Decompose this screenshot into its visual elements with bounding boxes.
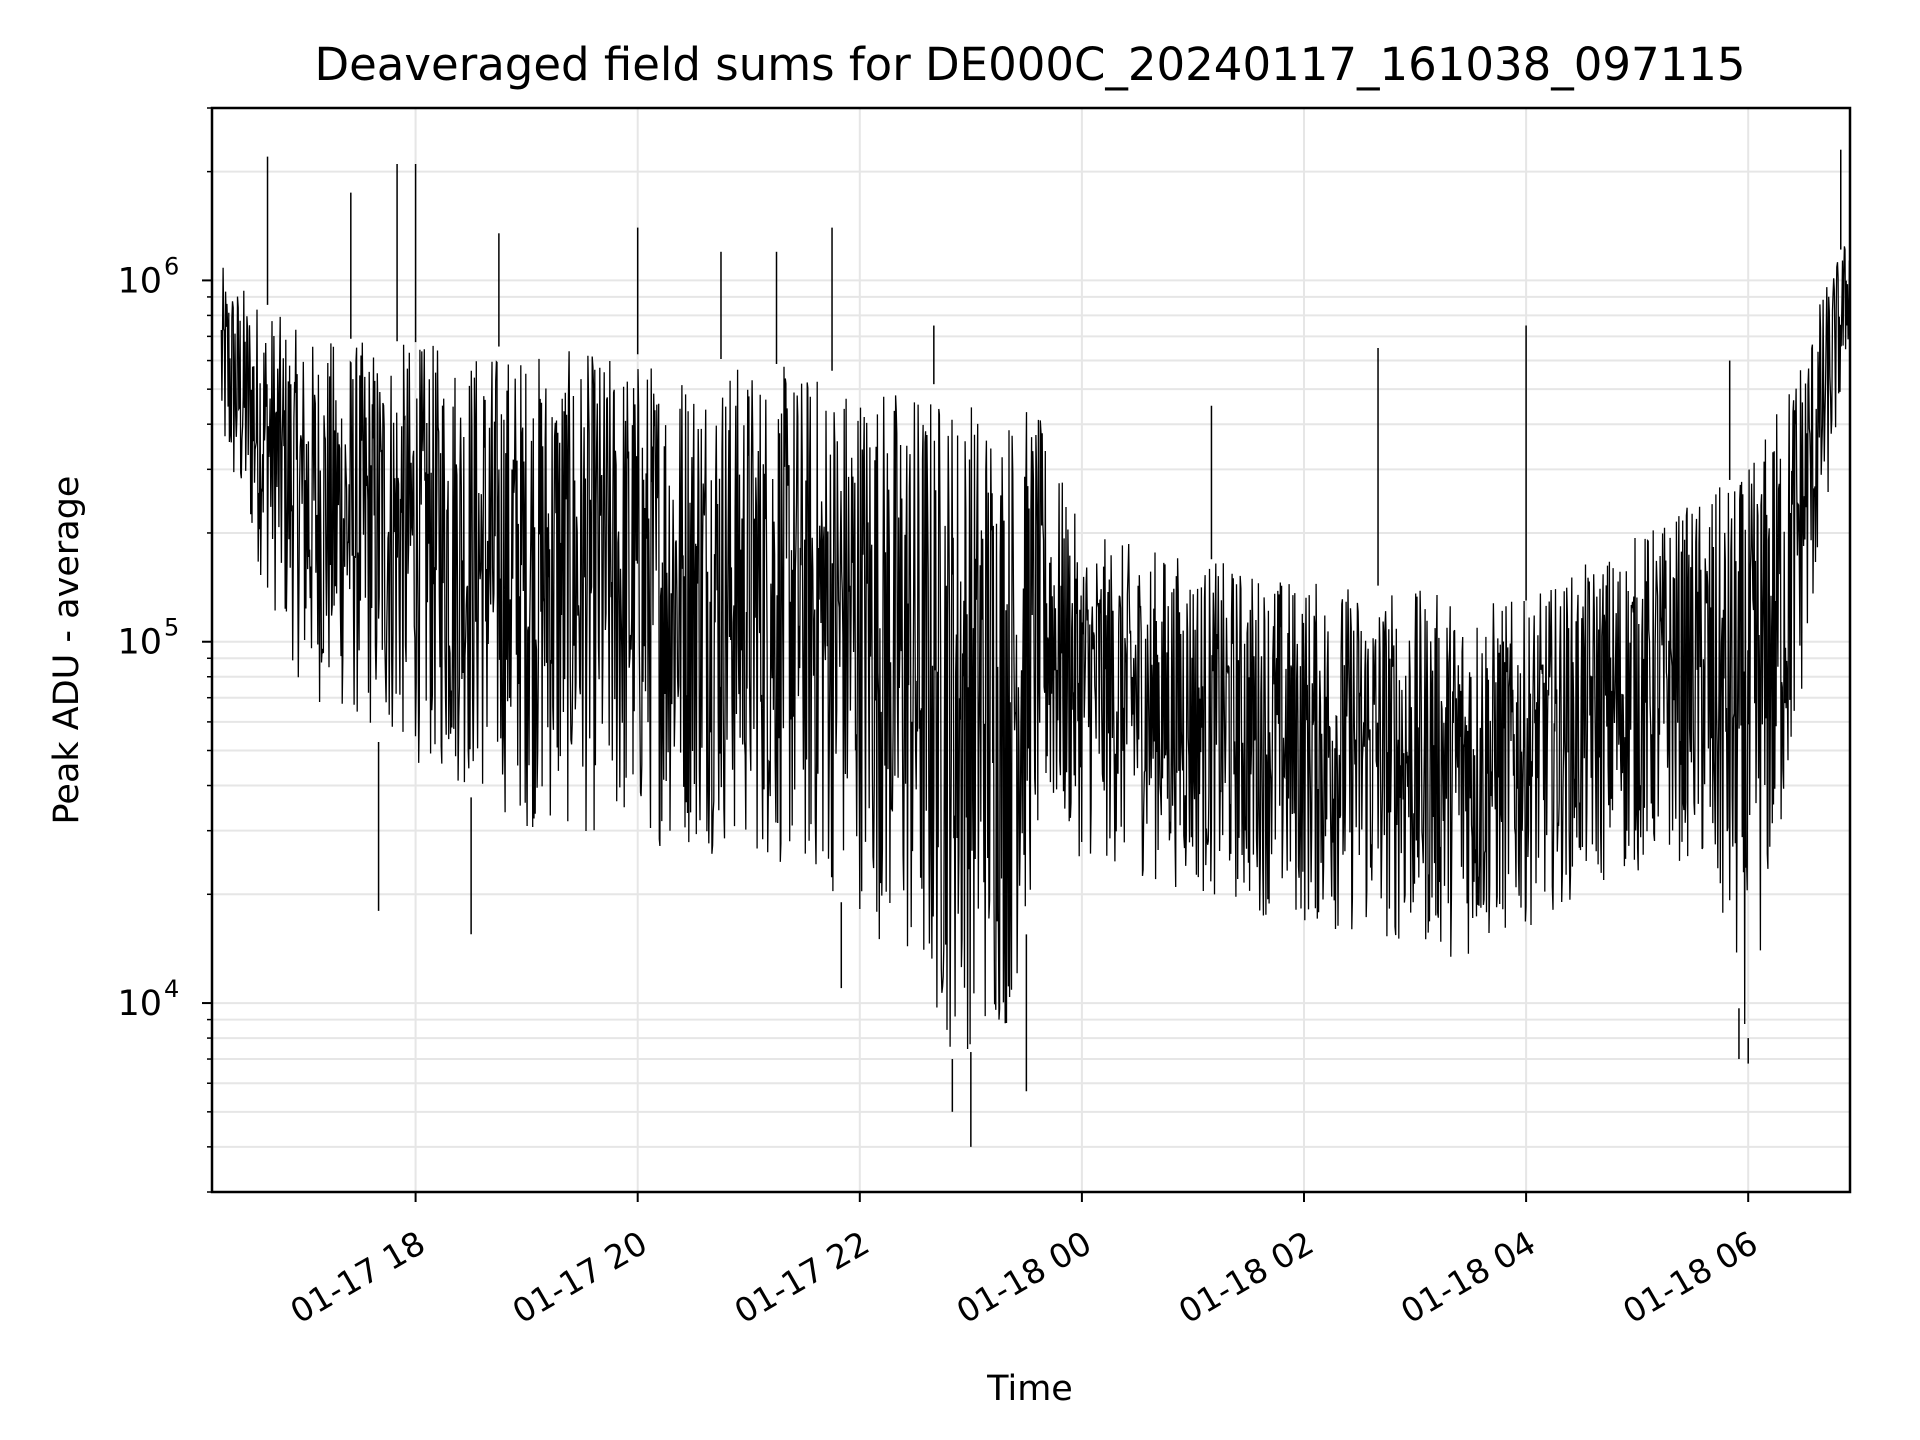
y-tick-label: 10 [117, 623, 162, 663]
y-tick-exponent: 5 [164, 614, 179, 642]
y-tick-exponent: 6 [164, 252, 179, 280]
y-tick-label: 10 [117, 984, 162, 1024]
plot-frame [210, 106, 1852, 1194]
chart-title: Deaveraged field sums for DE000C_2024011… [314, 38, 1745, 91]
series-group [220, 149, 1851, 1147]
y-tick-label: 10 [117, 261, 162, 301]
y-tick-exponent: 4 [164, 975, 179, 1003]
x-axis-label: Time [986, 1369, 1073, 1409]
y-axis-label: Peak ADU - average [47, 476, 87, 825]
series-line [220, 246, 1851, 1050]
